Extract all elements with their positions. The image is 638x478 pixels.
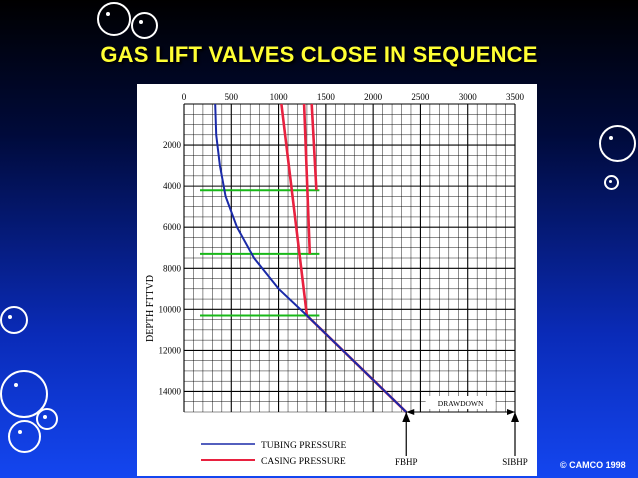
bubble-icon (8, 420, 41, 453)
x-tick-label: 2500 (411, 92, 430, 102)
y-tick-label: 4000 (163, 181, 182, 191)
fbhp-marker: FBHP (395, 412, 418, 467)
drawdown-label: DRAWDOWN (438, 399, 484, 408)
legend-tubing-label: TUBING PRESSURE (261, 441, 346, 451)
y-tick-label: 14000 (159, 386, 182, 396)
y-tick-label: 2000 (163, 140, 182, 150)
fbhp-arrowhead (402, 412, 411, 422)
bubble-icon (0, 306, 28, 334)
bubble-icon (97, 2, 131, 36)
sibhp-arrowhead (511, 412, 519, 422)
drawdown-annotation: DRAWDOWN (406, 396, 515, 415)
chart-grid (183, 103, 516, 413)
sibhp-marker: SIBHP (502, 412, 528, 467)
x-tick-label: 3500 (506, 92, 525, 102)
tubing-pressure-line (214, 103, 407, 413)
y-tick-label: 8000 (163, 263, 182, 273)
bubble-icon (36, 408, 58, 430)
x-tick-label: 0 (182, 92, 187, 102)
pressure-depth-chart: 0 500 1000 1500 2000 2500 3000 3500 2000 4000 600… (137, 84, 537, 476)
y-tick-label: 12000 (159, 345, 182, 355)
bubble-icon (604, 175, 619, 190)
y-tick-label: 10000 (159, 304, 182, 314)
fbhp-label: FBHP (395, 457, 418, 467)
x-tick-label: 1000 (270, 92, 289, 102)
x-tick-label: 500 (225, 92, 239, 102)
x-tick-label: 1500 (317, 92, 336, 102)
casing-pressure-line (310, 103, 318, 191)
bubble-icon (599, 125, 636, 162)
drawdown-arrowhead-left (406, 409, 415, 415)
x-tick-labels: 0 500 1000 1500 2000 2500 3000 3500 (182, 92, 525, 102)
y-tick-labels: 2000 4000 6000 8000 10000 12000 14000 (159, 140, 182, 396)
x-tick-label: 3000 (459, 92, 478, 102)
copyright-text: © CAMCO 1998 (560, 460, 626, 470)
chart-background (137, 84, 537, 476)
drawdown-label-box (425, 396, 496, 409)
y-axis-label: DEPTH FTTVD (145, 275, 156, 342)
bubble-icon (0, 370, 48, 418)
chart-legend: TUBING PRESSURE CASING PRESSURE (195, 434, 365, 474)
x-tick-label: 2000 (364, 92, 383, 102)
drawdown-arrowhead-right (507, 409, 515, 415)
legend-background (195, 434, 365, 474)
series-layer (214, 103, 408, 413)
slide-title: GAS LIFT VALVES CLOSE IN SEQUENCE (100, 42, 538, 67)
casing-pressure-line (302, 103, 312, 254)
legend-casing-label: CASING PRESSURE (261, 457, 346, 467)
bubble-icon (131, 12, 158, 39)
y-tick-label: 6000 (163, 222, 182, 232)
sibhp-label: SIBHP (502, 457, 528, 467)
